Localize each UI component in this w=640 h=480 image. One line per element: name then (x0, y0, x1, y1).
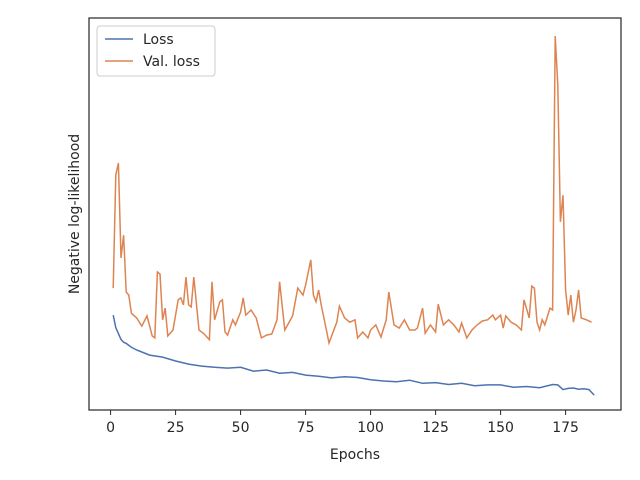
x-tick-label: 175 (552, 420, 579, 436)
x-tick-label: 50 (232, 420, 250, 436)
x-axis-label: Epochs (330, 447, 380, 463)
legend-label: Val. loss (143, 54, 200, 70)
legend-label: Loss (143, 32, 174, 48)
x-tick-label: 0 (106, 420, 115, 436)
x-tick-label: 150 (487, 420, 514, 436)
line-series (112, 35, 592, 346)
x-tick-label: 75 (297, 420, 315, 436)
x-tick-label: 125 (422, 420, 449, 436)
x-tick-label: 100 (357, 420, 384, 436)
legend: Loss Val. loss (96, 25, 216, 77)
plot-frame (88, 17, 622, 411)
line-series (112, 314, 595, 396)
y-axis-label: Negative log-likelihood (67, 134, 83, 294)
x-tick-label: 25 (167, 420, 185, 436)
